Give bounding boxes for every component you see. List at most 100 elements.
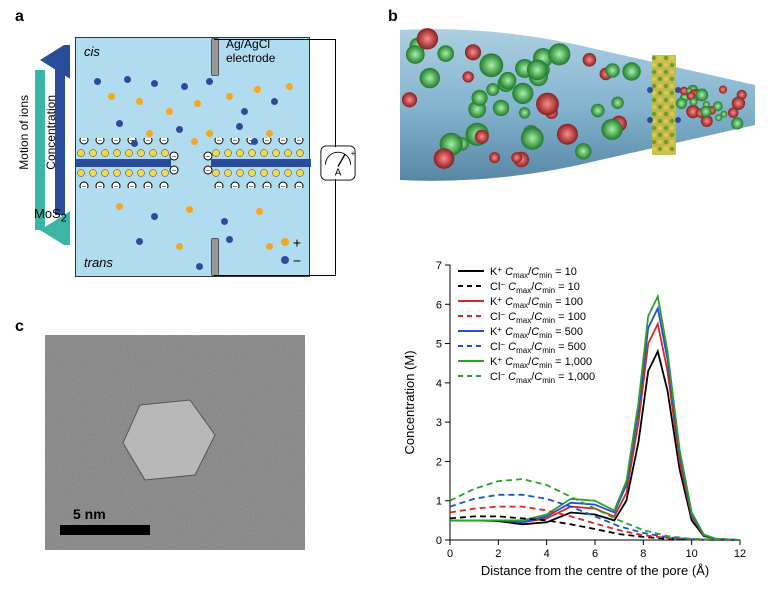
svg-text:–: – xyxy=(98,183,102,188)
ion xyxy=(181,83,188,90)
svg-text:+: + xyxy=(351,149,356,158)
wire xyxy=(335,39,336,147)
cl-ion xyxy=(527,60,548,81)
scalebar-label: 5 nm xyxy=(73,506,106,522)
legend-label: Cl− Cmax/Cmin = 500 xyxy=(490,340,586,355)
electrode-bottom xyxy=(211,238,219,276)
ion xyxy=(176,126,183,133)
svg-text:–: – xyxy=(162,138,166,144)
legend-label: K+ Cmax/Cmin = 10 xyxy=(490,265,577,280)
cl-ion xyxy=(601,119,622,140)
ion xyxy=(226,93,233,100)
ion xyxy=(271,98,278,105)
ion xyxy=(286,83,293,90)
cl-ion xyxy=(731,117,743,129)
cl-ion xyxy=(486,83,499,96)
svg-text:4: 4 xyxy=(436,378,442,390)
svg-text:Distance from the centre of th: Distance from the centre of the pore (Å) xyxy=(481,563,709,578)
ion xyxy=(254,86,261,93)
panel-label-c: c xyxy=(15,318,24,336)
svg-text:–: – xyxy=(146,183,150,188)
svg-text:–: – xyxy=(206,167,210,174)
panel-a: Motion of ions Concentration cis trans A… xyxy=(20,15,350,285)
k-ion xyxy=(465,44,481,60)
k-ion xyxy=(489,152,500,163)
ion xyxy=(176,243,183,250)
ion xyxy=(266,243,273,250)
svg-text:10: 10 xyxy=(686,548,698,560)
ion xyxy=(131,140,138,147)
panela-motion-label: Motion of ions xyxy=(17,95,31,170)
svg-text:–: – xyxy=(249,183,253,188)
cl-ion xyxy=(575,143,591,159)
ion xyxy=(226,236,233,243)
svg-text:–: – xyxy=(114,183,118,188)
cl-ion xyxy=(493,100,509,116)
cl-ion xyxy=(437,45,454,62)
k-ion xyxy=(475,130,489,144)
cl-ion xyxy=(611,97,623,109)
ion xyxy=(146,130,153,137)
cl-ion xyxy=(420,68,440,88)
svg-text:–: – xyxy=(82,183,86,188)
legend-label: K+ Cmax/Cmin = 500 xyxy=(490,325,583,340)
ion xyxy=(196,263,203,270)
ion xyxy=(136,238,143,245)
cl-ion xyxy=(472,90,488,106)
panel-c: 5 nm xyxy=(45,335,305,585)
svg-text:–: – xyxy=(172,153,176,160)
svg-text:8: 8 xyxy=(640,548,646,560)
panela-concentration-label: Concentration xyxy=(44,95,58,170)
cl-ion xyxy=(700,106,711,117)
cl-ion xyxy=(521,127,544,150)
ion xyxy=(236,123,243,130)
ion xyxy=(221,218,228,225)
k-ion xyxy=(402,92,417,107)
k-ion xyxy=(557,124,578,145)
k-ion xyxy=(719,86,727,94)
cl-ion xyxy=(591,104,605,118)
wire xyxy=(335,179,336,275)
cl-ion xyxy=(605,63,620,78)
k-ion xyxy=(732,97,745,110)
mos2-membrane: –– –– xyxy=(76,146,311,180)
mos2-label: MoS2 xyxy=(34,206,67,225)
wire xyxy=(214,39,335,40)
svg-text:–: – xyxy=(98,138,102,144)
scalebar xyxy=(60,525,150,535)
svg-text:–: – xyxy=(146,138,150,144)
ion xyxy=(191,138,198,145)
svg-text:–: – xyxy=(233,138,237,144)
svg-text:–: – xyxy=(114,138,118,144)
ion xyxy=(151,80,158,87)
cl-ion xyxy=(499,72,516,89)
k-ion xyxy=(463,71,474,82)
svg-text:4: 4 xyxy=(544,548,550,560)
ion xyxy=(108,93,115,100)
ion xyxy=(94,78,101,85)
svg-text:–: – xyxy=(217,138,221,144)
svg-text:–: – xyxy=(281,138,285,144)
svg-text:12: 12 xyxy=(734,548,746,560)
ion xyxy=(151,213,158,220)
svg-text:–: – xyxy=(297,138,301,144)
cl-ion xyxy=(479,53,503,77)
cl-ion xyxy=(676,98,687,109)
svg-text:–: – xyxy=(130,183,134,188)
legend-plus: + xyxy=(281,233,301,250)
ion xyxy=(116,203,123,210)
svg-text:3: 3 xyxy=(436,417,442,429)
tem-image: 5 nm xyxy=(45,335,305,550)
ion xyxy=(186,206,193,213)
wire xyxy=(214,275,336,276)
cl-ion xyxy=(406,45,425,64)
electrode-top xyxy=(211,38,219,76)
panela-chamber: cis trans Ag/AgCl electrode –– xyxy=(75,37,310,277)
svg-text:5: 5 xyxy=(436,339,442,351)
svg-text:1: 1 xyxy=(436,496,442,508)
ion xyxy=(136,98,143,105)
svg-text:–: – xyxy=(172,167,176,174)
svg-text:–: – xyxy=(281,183,285,188)
legend-label: Cl− Cmax/Cmin = 10 xyxy=(490,280,580,295)
cl-ion xyxy=(713,101,723,111)
